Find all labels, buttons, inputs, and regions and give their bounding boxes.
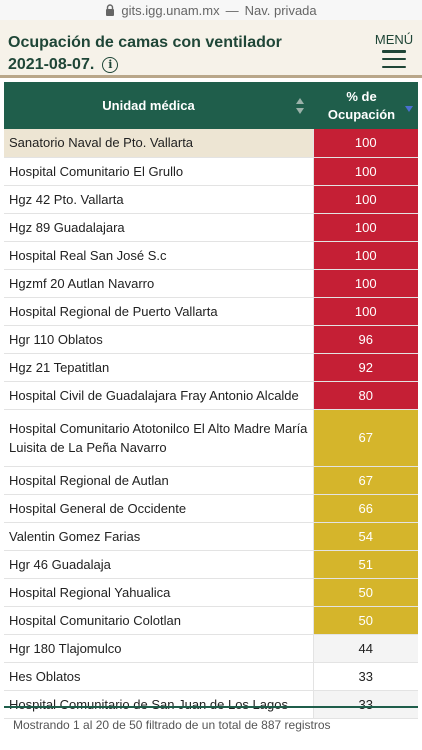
sort-desc-icon[interactable]	[404, 104, 414, 114]
table-row[interactable]: Hgr 180 Tlajomulco 44	[4, 634, 418, 663]
hamburger-icon[interactable]	[382, 50, 406, 68]
browser-private-mode: Nav. privada	[244, 2, 317, 18]
table-row[interactable]: Hes Oblatos 33	[4, 662, 418, 691]
cell-occupancy-percent: 100	[312, 185, 418, 214]
cell-occupancy-percent: 100	[312, 297, 418, 326]
cell-unit-name: Hgr 46 Guadalaja	[4, 550, 313, 579]
table-row[interactable]: Hospital Comunitario de San Juan de Los …	[4, 690, 418, 719]
cell-occupancy-percent: 50	[312, 606, 418, 635]
table-row[interactable]: Hospital Comunitario El Grullo 100	[4, 157, 418, 186]
menu-label: MENÚ	[374, 32, 414, 47]
page-title: Ocupación de camas con ventilador 2021-0…	[8, 32, 282, 75]
cell-unit-name: Hospital Comunitario Colotlan	[4, 606, 313, 635]
cell-occupancy-percent: 100	[312, 129, 418, 158]
cell-occupancy-percent: 66	[312, 494, 418, 523]
table-row[interactable]: Valentin Gomez Farias 54	[4, 522, 418, 551]
cell-occupancy-percent: 54	[312, 522, 418, 551]
table-row[interactable]: Hgr 46 Guadalaja 51	[4, 550, 418, 579]
browser-address-bar[interactable]: gits.igg.unam.mx — Nav. privada	[0, 0, 422, 20]
table-row[interactable]: Hospital Civil de Guadalajara Fray Anton…	[4, 381, 418, 410]
title-line1: Ocupación de camas con ventilador	[8, 34, 282, 51]
column-header-occupancy-line2: Ocupación	[327, 106, 396, 122]
table-header-row: Unidad médica % de Ocupación	[4, 82, 418, 129]
browser-url: gits.igg.unam.mx	[121, 2, 220, 18]
table-bottom-border	[4, 706, 418, 708]
cell-occupancy-percent: 33	[312, 662, 418, 691]
cell-unit-name: Hospital Real San José S.c	[4, 241, 313, 270]
table-row[interactable]: Hgr 110 Oblatos 96	[4, 325, 418, 354]
occupancy-table: Unidad médica % de Ocupación Sanatorio N…	[4, 82, 418, 719]
table-row[interactable]: Hospital Real San José S.c 100	[4, 241, 418, 270]
table-row[interactable]: Hospital Regional Yahualica 50	[4, 578, 418, 607]
cell-unit-name: Hospital Comunitario El Grullo	[4, 157, 313, 186]
cell-occupancy-percent: 80	[312, 381, 418, 410]
table-row[interactable]: Hospital Regional de Autlan 67	[4, 466, 418, 495]
cell-occupancy-percent: 100	[312, 213, 418, 242]
cell-occupancy-percent: 44	[312, 634, 418, 663]
cell-occupancy-percent: 67	[312, 466, 418, 495]
column-header-unit-label: Unidad médica	[102, 98, 195, 113]
cell-unit-name: Hgz 89 Guadalajara	[4, 213, 313, 242]
cell-unit-name: Hgr 110 Oblatos	[4, 325, 313, 354]
cell-unit-name: Sanatorio Naval de Pto. Vallarta	[4, 129, 313, 158]
cell-occupancy-percent: 50	[312, 578, 418, 607]
sort-both-icon[interactable]	[295, 97, 305, 115]
cell-occupancy-percent: 96	[312, 325, 418, 354]
cell-unit-name: Hospital Regional Yahualica	[4, 578, 313, 607]
column-header-occupancy-line1: % de	[346, 88, 377, 104]
table-row[interactable]: Hospital Comunitario Colotlan 50	[4, 606, 418, 635]
table-row[interactable]: Hgzmf 20 Autlan Navarro 100	[4, 269, 418, 298]
table-row[interactable]: Hospital General de Occidente 66	[4, 494, 418, 523]
cell-occupancy-percent: 92	[312, 353, 418, 382]
cell-unit-name: Hospital Regional de Autlan	[4, 466, 313, 495]
menu-button[interactable]: MENÚ	[374, 32, 414, 75]
occupancy-table-container: Unidad médica % de Ocupación Sanatorio N…	[4, 82, 418, 719]
cell-unit-name: Hgz 42 Pto. Vallarta	[4, 185, 313, 214]
table-row[interactable]: Hospital Comunitario Atotonilco El Alto …	[4, 409, 418, 467]
table-row[interactable]: Hgz 42 Pto. Vallarta 100	[4, 185, 418, 214]
cell-unit-name: Hgr 180 Tlajomulco	[4, 634, 313, 663]
cell-occupancy-percent: 33	[312, 690, 418, 719]
column-header-unit[interactable]: Unidad médica	[4, 82, 313, 129]
table-body: Sanatorio Naval de Pto. Vallarta 100 Hospi…	[4, 129, 418, 719]
cell-occupancy-percent: 51	[312, 550, 418, 579]
cell-unit-name: Hgzmf 20 Autlan Navarro	[4, 269, 313, 298]
browser-separator: —	[225, 2, 239, 18]
cell-occupancy-percent: 100	[312, 241, 418, 270]
lock-icon	[105, 4, 115, 16]
cell-unit-name: Hgz 21 Tepatitlan	[4, 353, 313, 382]
table-row[interactable]: Hospital Regional de Puerto Vallarta 100	[4, 297, 418, 326]
cell-unit-name: Hospital General de Occidente	[4, 494, 313, 523]
title-date: 2021-08-07.	[8, 56, 95, 73]
cell-unit-name: Hospital Civil de Guadalajara Fray Anton…	[4, 381, 313, 410]
cell-unit-name: Hes Oblatos	[4, 662, 313, 691]
table-info-text: Mostrando 1 al 20 de 50 filtrado de un t…	[13, 718, 331, 732]
cell-unit-name: Hospital Comunitario Atotonilco El Alto …	[4, 409, 313, 467]
cell-occupancy-percent: 100	[312, 157, 418, 186]
cell-unit-name: Hospital Comunitario de San Juan de Los …	[4, 690, 313, 719]
cell-occupancy-percent: 67	[312, 409, 418, 467]
cell-unit-name: Hospital Regional de Puerto Vallarta	[4, 297, 313, 326]
cell-occupancy-percent: 100	[312, 269, 418, 298]
table-row[interactable]: Hgz 89 Guadalajara 100	[4, 213, 418, 242]
app-header: Ocupación de camas con ventilador 2021-0…	[0, 20, 422, 78]
info-icon[interactable]: i	[102, 57, 119, 73]
cell-unit-name: Valentin Gomez Farias	[4, 522, 313, 551]
table-row[interactable]: Hgz 21 Tepatitlan 92	[4, 353, 418, 382]
column-header-occupancy[interactable]: % de Ocupación	[313, 82, 418, 129]
table-row[interactable]: Sanatorio Naval de Pto. Vallarta 100	[4, 129, 418, 158]
